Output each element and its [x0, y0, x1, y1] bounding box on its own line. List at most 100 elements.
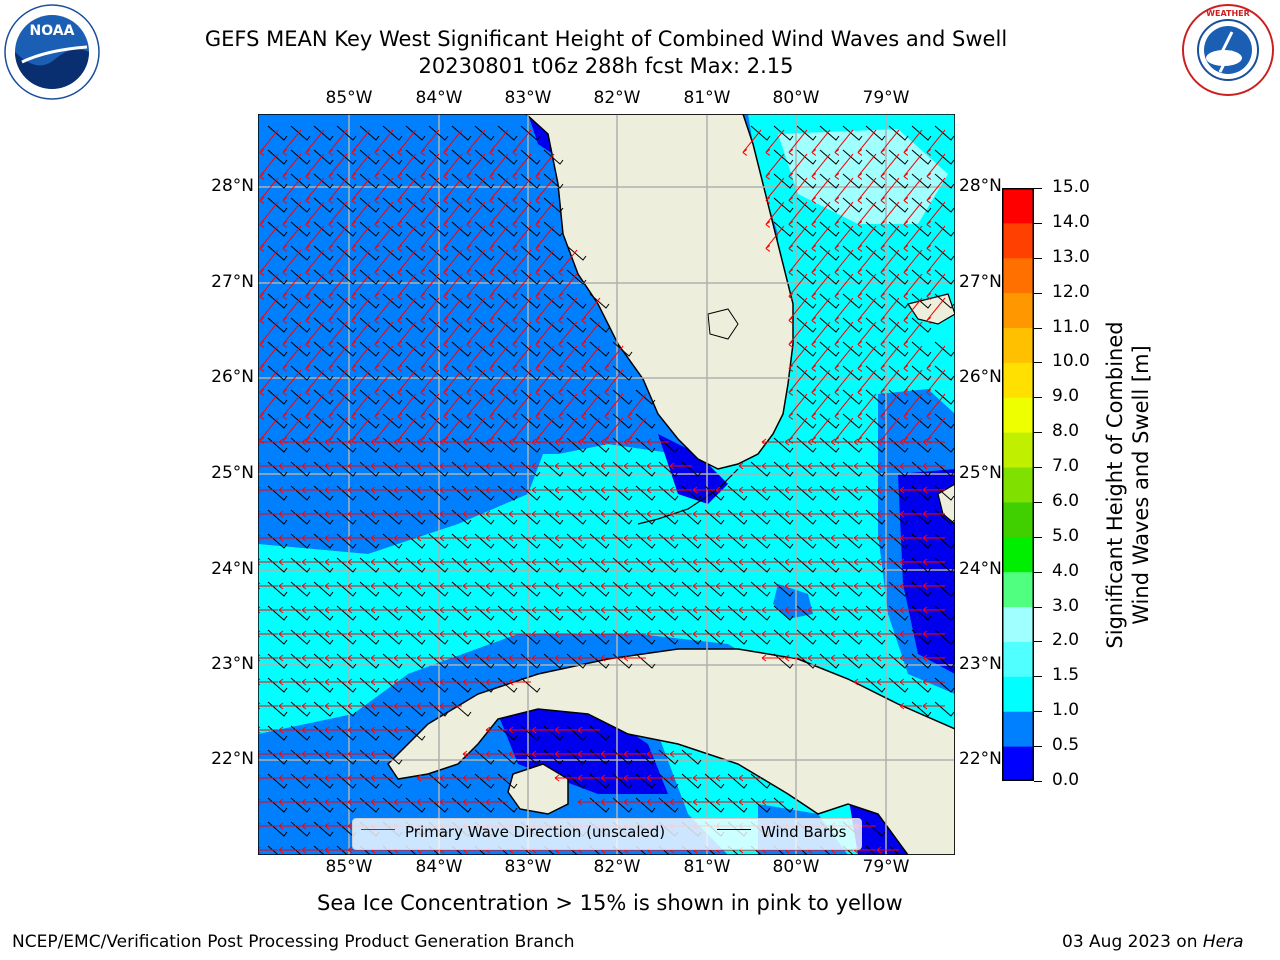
wind-barb	[819, 437, 840, 453]
wave-arrow	[485, 630, 508, 638]
wave-arrow	[443, 249, 463, 276]
wave-arrow	[305, 225, 325, 252]
wind-barb	[290, 845, 303, 855]
wind-barb	[589, 461, 610, 477]
wave-arrow	[788, 249, 808, 276]
wave-arrow	[512, 273, 532, 300]
wind-barb	[428, 365, 449, 381]
wind-barb	[428, 845, 441, 855]
wave-arrow	[282, 369, 302, 396]
wave-arrow	[370, 702, 393, 710]
wave-arrow	[512, 177, 532, 204]
wave-field-darkblue-east	[898, 469, 955, 674]
colorbar-segment	[1002, 641, 1034, 677]
wave-arrow	[351, 273, 371, 300]
wind-barb	[865, 389, 886, 405]
wave-arrow	[258, 678, 278, 686]
wind-barb	[888, 677, 909, 693]
wind-barb	[451, 461, 472, 477]
wave-arrow	[830, 558, 853, 566]
wind-barb	[842, 365, 863, 381]
wind-barb	[336, 509, 357, 525]
wind-barb	[865, 821, 886, 837]
wind-barb	[819, 653, 840, 669]
lon-tick-top: 81°W	[683, 88, 731, 108]
wind-barb	[658, 461, 679, 477]
wave-arrow	[370, 774, 393, 782]
wind-barb	[313, 317, 334, 333]
wind-barb	[888, 509, 909, 525]
wave-arrow	[397, 273, 417, 300]
wind-barb	[934, 293, 955, 309]
wind-barb	[612, 341, 633, 357]
wave-arrow	[278, 606, 301, 614]
wave-arrow	[328, 129, 348, 156]
wave-arrow	[489, 345, 509, 372]
colorbar-segment	[1002, 362, 1034, 398]
wave-arrow	[485, 726, 508, 734]
wind-barb	[819, 365, 840, 381]
wave-arrow	[259, 249, 279, 276]
wind-barb	[888, 269, 909, 285]
wind-barb	[566, 245, 587, 261]
wave-arrow	[876, 438, 899, 446]
wind-barb	[589, 581, 610, 597]
wave-arrow	[788, 129, 808, 156]
wave-arrow	[922, 654, 945, 662]
wind-barb	[336, 557, 357, 573]
wind-barb	[911, 461, 932, 477]
wind-barb	[704, 845, 717, 855]
wave-arrow	[692, 510, 715, 518]
wave-arrow	[439, 630, 462, 638]
wave-arrow	[305, 393, 325, 420]
wind-barb	[405, 677, 426, 693]
wave-arrow	[258, 438, 278, 446]
wave-arrow	[328, 321, 348, 348]
wind-barb	[290, 821, 311, 837]
wave-arrow	[278, 774, 301, 782]
wind-barb	[796, 653, 817, 669]
wind-barb	[405, 365, 426, 381]
wave-arrow	[554, 750, 577, 758]
wind-barb	[543, 437, 564, 453]
wind-barb	[336, 485, 357, 501]
wave-arrow	[416, 462, 439, 470]
lon-tick-bottom: 83°W	[504, 857, 552, 877]
wind-barb	[658, 629, 679, 645]
wind-barb	[543, 533, 564, 549]
wind-barb	[267, 773, 288, 789]
lon-tick-bottom: 80°W	[772, 857, 820, 877]
wave-arrow	[600, 462, 623, 470]
wind-barb	[773, 605, 794, 621]
wind-barb	[773, 581, 794, 597]
wind-barb	[290, 317, 311, 333]
wave-arrow	[738, 630, 761, 638]
wave-arrow	[811, 153, 831, 180]
wind-barb	[635, 581, 656, 597]
wave-arrow	[508, 462, 531, 470]
wind-barb	[359, 413, 380, 429]
wind-barb	[290, 773, 311, 789]
lon-tick-top: 79°W	[862, 88, 910, 108]
wave-arrow	[301, 774, 324, 782]
wind-barb	[612, 653, 633, 669]
wind-barb	[589, 317, 610, 333]
wind-barb	[451, 533, 472, 549]
wind-barb	[842, 629, 863, 645]
colorbar-segment	[1002, 536, 1034, 573]
wave-arrow	[715, 630, 738, 638]
wave-arrow	[485, 750, 508, 758]
wind-barb	[773, 461, 794, 477]
wave-arrow	[466, 201, 486, 228]
wind-barb	[773, 197, 794, 213]
wave-arrow	[876, 678, 899, 686]
wind-barb	[520, 173, 541, 189]
wind-barb	[267, 221, 288, 237]
wind-barb	[359, 317, 380, 333]
wind-barb	[911, 173, 932, 189]
wave-arrow	[623, 486, 646, 494]
wind-barb	[313, 437, 334, 453]
wind-barb	[382, 269, 403, 285]
wave-arrow	[443, 273, 463, 300]
wave-arrow	[830, 510, 853, 518]
